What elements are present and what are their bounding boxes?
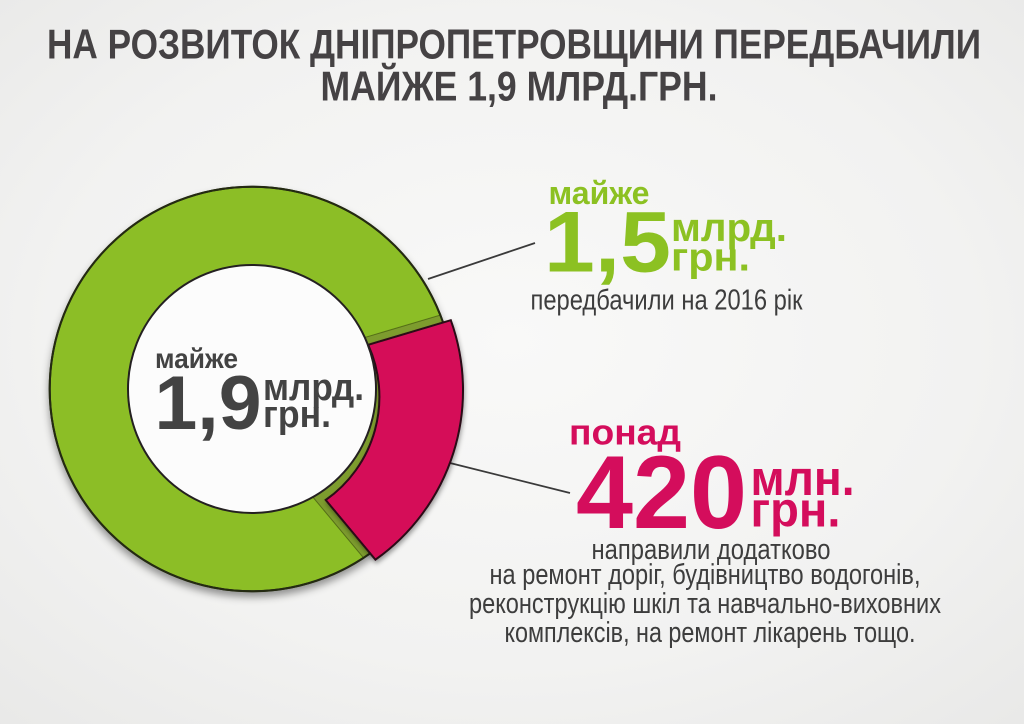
svg-text:грн.: грн.	[263, 394, 331, 436]
svg-text:млрд.: млрд.	[671, 206, 787, 250]
svg-text:грн.: грн.	[751, 483, 841, 538]
svg-text:направили додатково: направили додатково	[592, 534, 831, 566]
svg-text:млрд.: млрд.	[263, 367, 364, 409]
svg-text:420: 420	[576, 435, 747, 551]
svg-text:МАЙЖЕ 1,9 МЛРД.ГРН.: МАЙЖЕ 1,9 МЛРД.ГРН.	[321, 62, 718, 110]
svg-text:передбачили на 2016 рік: передбачили на 2016 рік	[531, 284, 803, 316]
svg-text:НА РОЗВИТОК ДНІПРОПЕТРОВЩИНИ П: НА РОЗВИТОК ДНІПРОПЕТРОВЩИНИ ПЕРЕДБАЧИЛИ	[47, 21, 981, 68]
svg-text:майже: майже	[155, 343, 238, 374]
svg-text:понад: понад	[569, 412, 681, 453]
svg-text:грн.: грн.	[671, 235, 750, 279]
svg-text:млн.: млн.	[751, 451, 855, 506]
svg-text:1,5: 1,5	[544, 194, 671, 290]
svg-text:комплексів, на ремонт лікарень: комплексів, на ремонт лікарень тощо.	[505, 617, 916, 649]
svg-text:майже: майже	[549, 175, 650, 211]
svg-text:реконструкцію шкіл та навчальн: реконструкцію шкіл та навчально-виховних	[469, 588, 941, 620]
svg-text:на ремонт доріг, будівництво в: на ремонт доріг, будівництво водогонів,	[490, 559, 921, 591]
svg-text:1,9: 1,9	[155, 361, 262, 446]
